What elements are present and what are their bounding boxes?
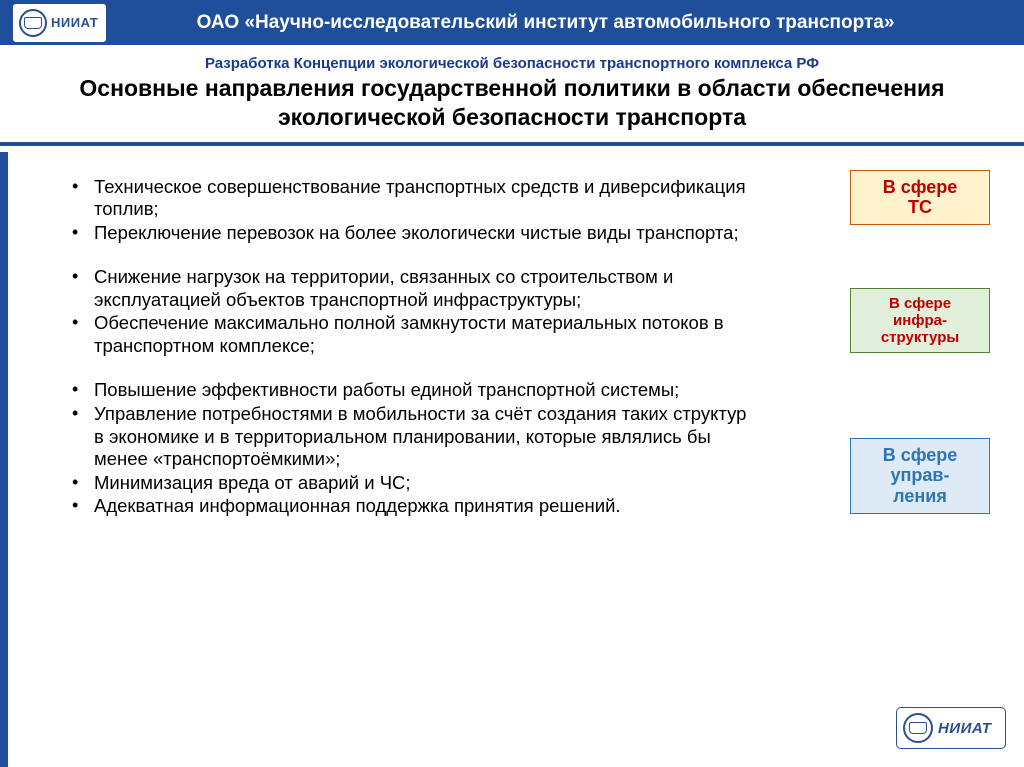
list-item: Снижение нагрузок на территории, связанн… [60, 266, 760, 311]
bullet-group-3: Повышение эффективности работы единой тр… [60, 379, 760, 517]
logo-top: НИИАТ [12, 3, 107, 43]
bullets-column: Техническое совершенствование транспортн… [60, 176, 760, 540]
category-box-ts: В сфереТС [850, 170, 990, 225]
list-item: Управление потребностями в мобильности з… [60, 403, 760, 471]
sub-header: Разработка Концепции экологической безоп… [0, 55, 1024, 72]
list-item: Переключение перевозок на более экологич… [60, 222, 760, 245]
list-item: Адекватная информационная поддержка прин… [60, 495, 760, 518]
content-area: Техническое совершенствование транспортн… [0, 146, 1024, 540]
list-item: Повышение эффективности работы единой тр… [60, 379, 760, 402]
category-box-management: В сфереуправ-ления [850, 438, 990, 514]
organization-title: ОАО «Научно-исследовательский институт а… [107, 12, 1024, 34]
main-title: Основные направления государственной пол… [40, 74, 984, 132]
logo-seal-icon [19, 9, 47, 37]
logo-text: НИИАТ [938, 720, 991, 737]
logo-bottom: НИИАТ [896, 707, 1006, 749]
slide-root: НИИАТ ОАО «Научно-исследовательский инст… [0, 0, 1024, 767]
list-item: Минимизация вреда от аварий и ЧС; [60, 472, 760, 495]
header-bar: НИИАТ ОАО «Научно-исследовательский инст… [0, 0, 1024, 45]
list-item: Обеспечение максимально полной замкнутос… [60, 312, 760, 357]
category-box-infra: В сфереинфра-структуры [850, 288, 990, 354]
bullet-group-2: Снижение нагрузок на территории, связанн… [60, 266, 760, 357]
logo-seal-icon [903, 713, 933, 743]
list-item: Техническое совершенствование транспортн… [60, 176, 760, 221]
bullet-group-1: Техническое совершенствование транспортн… [60, 176, 760, 245]
logo-text: НИИАТ [51, 15, 98, 30]
